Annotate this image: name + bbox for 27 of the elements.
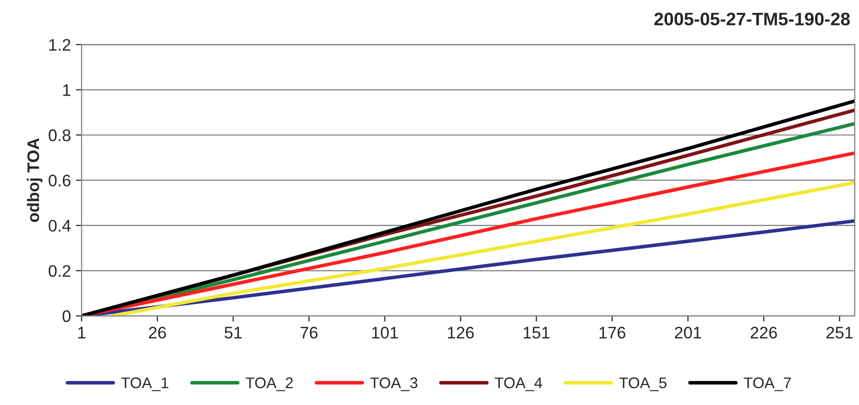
y-tick-label: 0.4 — [48, 220, 71, 232]
x-tick-label: 226 — [750, 326, 777, 339]
x-tick-label: 26 — [148, 326, 166, 339]
legend-label: TOA_7 — [744, 377, 791, 392]
x-tick-label: 151 — [524, 326, 550, 339]
y-tick-label: 0.6 — [48, 174, 70, 186]
x-tick-label: 1 — [78, 326, 86, 338]
x-tick-label: 51 — [224, 326, 242, 339]
legend-label: TOA_2 — [246, 377, 293, 392]
y-tick-label: 0 — [62, 310, 71, 322]
x-tick-label: 101 — [372, 326, 398, 339]
x-tick-label: 251 — [826, 326, 853, 339]
y-tick-label: 0.8 — [48, 129, 70, 142]
y-tick-label: 1 — [63, 84, 70, 96]
legend-label: TOA_4 — [494, 377, 542, 392]
legend-label: TOA_1 — [121, 377, 168, 392]
x-tick-label: 76 — [300, 326, 318, 339]
legend-label: TOA_3 — [370, 377, 418, 392]
x-tick-label: 126 — [448, 326, 474, 339]
x-tick-label: 176 — [600, 326, 626, 339]
line-series — [110, 180, 855, 316]
chart-title: 2005-05-27-TM5-190-28 — [654, 12, 850, 26]
x-tick-label: 201 — [674, 326, 702, 339]
y-tick-label: 0.2 — [48, 265, 70, 277]
legend-label: TOA_5 — [619, 377, 666, 392]
y-tick-label: 1.2 — [49, 38, 70, 51]
y-axis-title: odboj TOA — [26, 138, 42, 222]
